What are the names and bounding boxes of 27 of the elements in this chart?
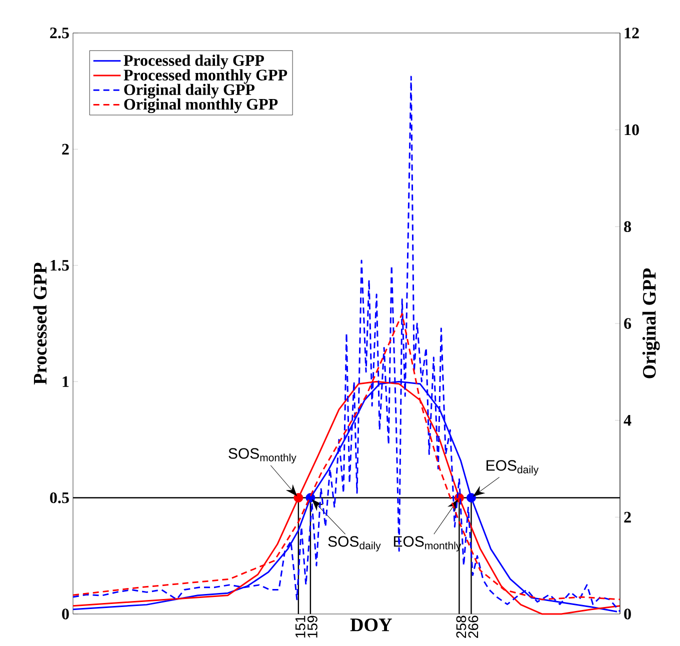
y-tick-label: 0.5 [50,492,69,504]
y-tick-label: 2.5 [50,28,69,38]
x-axis-title: DOY [350,618,392,632]
y-tick-label: 1.5 [50,260,69,271]
y2-tick-label: 4 [624,415,632,426]
y2-tick-label: 12 [624,28,639,38]
y2-tick-label: 2 [624,512,631,522]
y2-tick-label: 10 [624,124,639,136]
x-tick-label: 159 [307,616,318,638]
y2-tick-label: 6 [624,318,632,329]
x-tick-label: 266 [468,616,478,638]
y-axis-title: Processed GPP [33,262,47,384]
legend-label: Processed monthly GPP [124,69,288,84]
y-tick-label: 1 [62,376,69,387]
y-tick-label: 2 [62,144,69,154]
y2-tick-label: 0 [624,608,631,620]
annotation: EOS$_{daily}$ [486,460,539,476]
legend-label: Original daily GPP [124,84,255,98]
y2-axis-title: Original GPP [642,268,660,378]
x-tick-label: 151 [296,616,306,638]
legend-label: Original monthly GPP [124,98,278,114]
y-tick-label: 0 [62,608,69,620]
annotation: SOS$_{daily}$ [328,536,381,552]
x-tick-label: 258 [456,616,466,638]
y2-tick-label: 8 [624,221,631,232]
annotation: SOS$_{monthly}$ [228,448,296,464]
legend-label: Processed daily GPP [124,54,264,70]
